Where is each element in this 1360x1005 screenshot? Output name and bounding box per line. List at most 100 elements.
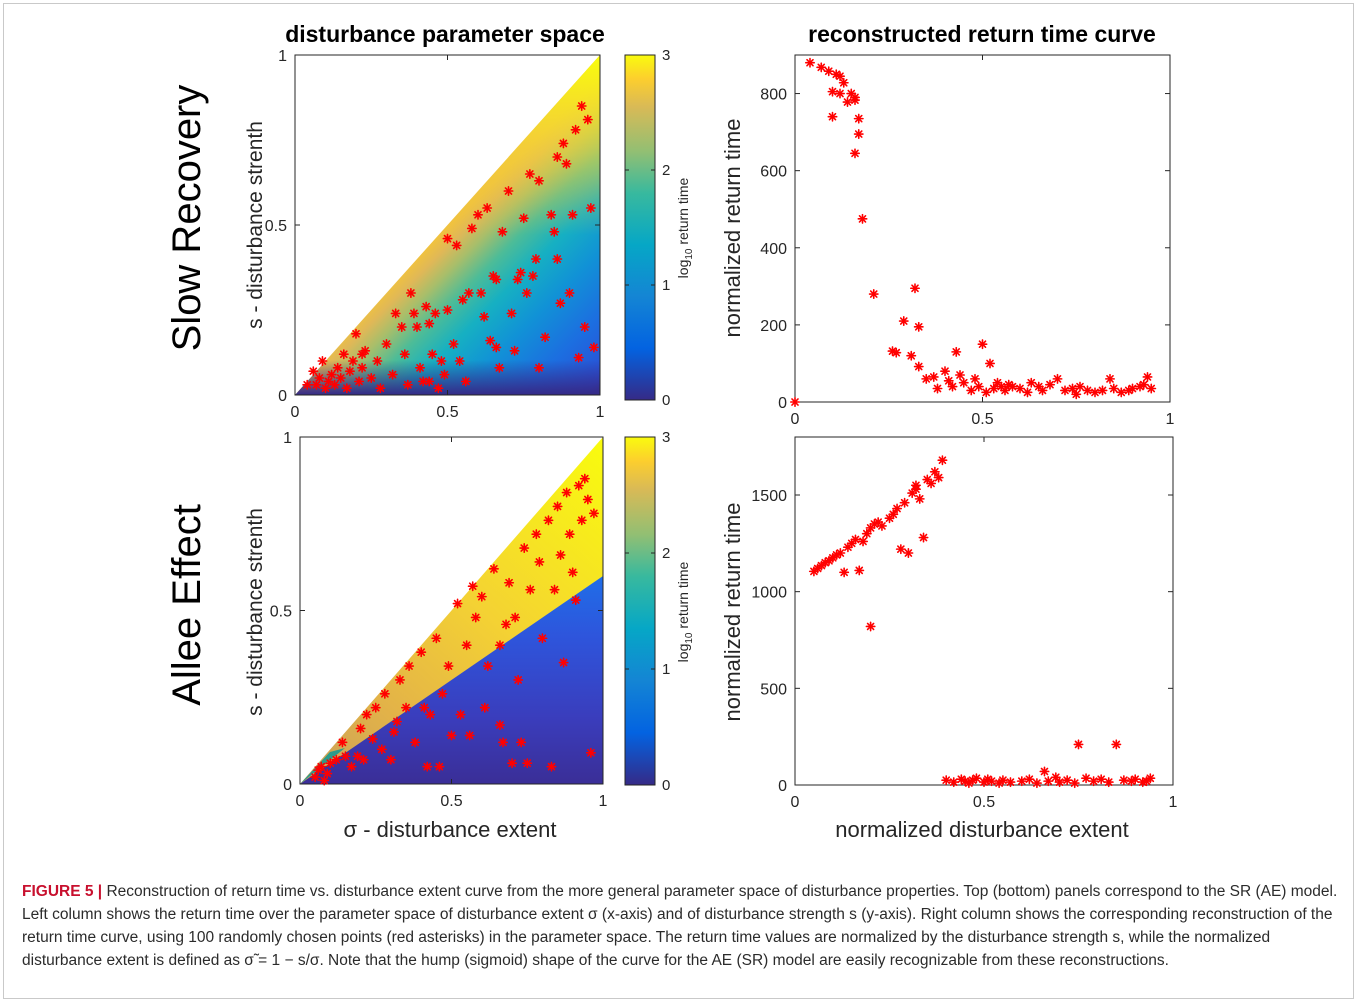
ae-param-point xyxy=(452,598,463,609)
ae-curve-point xyxy=(1069,778,1080,789)
ae-param-point xyxy=(455,709,466,720)
ae-curve-point xyxy=(1073,739,1084,750)
sr-param-point xyxy=(405,287,416,299)
ae-curve-panel: 0 0.5 1 0 500 1000 1500 normalized return time… xyxy=(720,436,1178,842)
sr-curve-point xyxy=(947,381,958,392)
sr-param-point xyxy=(491,342,502,353)
sr-curve-point xyxy=(827,86,838,97)
ae-curve-point xyxy=(899,497,910,508)
sr-curve-point xyxy=(954,370,966,381)
ae-curve-xtick-label: 0 xyxy=(791,794,800,811)
ae-param-point xyxy=(316,761,327,772)
sr-curve-ytick-label: 600 xyxy=(760,164,787,181)
ae-curve-point xyxy=(854,565,865,576)
ae-param-point xyxy=(558,657,569,668)
ae-param-point xyxy=(431,633,442,644)
ae-curve-point xyxy=(876,520,887,531)
ae-param-point xyxy=(464,730,475,741)
sr-curve-point xyxy=(909,283,921,294)
sr-param-point xyxy=(387,369,398,380)
sr-param-panel: 0 0.5 1 0 0.5 1 s - disturbance strenth xyxy=(244,48,605,421)
sr-param-point xyxy=(567,209,578,220)
ae-colorbar: 0 1 2 3 log10 return time xyxy=(624,429,695,794)
sr-curve-point xyxy=(973,381,984,392)
sr-param-xtick-label: 1 xyxy=(596,404,605,421)
ae-curve-point xyxy=(1043,776,1054,787)
sr-curve-point xyxy=(1082,385,1093,396)
sr-param-ylabel: s - disturbance strenth xyxy=(244,121,267,329)
sr-curve-point xyxy=(834,88,846,99)
sr-curve-point xyxy=(1037,385,1048,396)
sr-curve-point xyxy=(1052,373,1063,384)
sr-curve-point xyxy=(1075,381,1085,392)
ae-param-point xyxy=(476,591,487,602)
sr-param-point xyxy=(540,332,551,343)
sr-param-point xyxy=(555,298,566,309)
sr-param-point xyxy=(329,379,340,390)
sr-param-point xyxy=(430,308,441,319)
ae-param-xtick-label: 1 xyxy=(599,793,608,810)
sr-param-point xyxy=(506,308,517,319)
ae-param-point xyxy=(319,775,330,786)
ae-param-point xyxy=(434,761,445,772)
sr-curve-point xyxy=(1007,381,1018,392)
colorbar-tick-label: 1 xyxy=(662,277,670,294)
ae-curve-point xyxy=(1088,776,1099,787)
sr-curve-point xyxy=(816,62,827,73)
sr-param-point xyxy=(314,372,325,384)
sr-param-point xyxy=(518,213,529,224)
sr-param-point xyxy=(436,355,447,367)
ae-param-point xyxy=(385,754,396,765)
sr-param-ticks: 0 0.5 1 0 0.5 1 xyxy=(265,48,605,421)
colorbar-tick-label: 2 xyxy=(662,545,670,562)
sr-param-point xyxy=(317,355,328,367)
sr-curve-ytick-label: 200 xyxy=(760,318,787,335)
sr-curve-point xyxy=(1090,387,1100,398)
ae-param-ytick-label: 0.5 xyxy=(270,604,292,621)
sr-curve-point xyxy=(966,385,977,396)
ae-curve-point xyxy=(1005,777,1016,788)
sr-param-point xyxy=(311,379,322,390)
ae-curve-point xyxy=(1145,773,1156,784)
ae-curve-point xyxy=(933,472,944,483)
sr-param-point xyxy=(533,362,545,373)
sr-param-point xyxy=(503,186,514,196)
sr-curve-point xyxy=(1071,389,1082,400)
sr-curve-point xyxy=(834,71,846,82)
ae-param-point xyxy=(531,529,542,540)
ae-curve-point xyxy=(986,776,997,787)
row-title-slow-recovery: Slow Recovery xyxy=(165,85,209,352)
ae-curve-xtick-label: 1 xyxy=(1169,794,1178,811)
ae-param-point xyxy=(470,612,481,623)
sr-param-point xyxy=(476,287,487,299)
sr-curve-point xyxy=(1014,383,1025,394)
ae-param-panel: 0 0.5 1 0 0.5 1 s - disturbance strenth σ - d… xyxy=(244,430,608,842)
sr-param-point xyxy=(509,345,520,356)
sr-param-point xyxy=(448,338,459,350)
sr-param-point xyxy=(479,311,490,322)
ae-param-points xyxy=(310,473,599,786)
ae-curve-point xyxy=(914,493,925,504)
ae-param-point xyxy=(394,674,405,685)
sr-curve-point xyxy=(804,57,816,68)
ae-param-point xyxy=(416,647,427,658)
ae-param-point xyxy=(573,480,584,491)
sr-curve-point xyxy=(1142,371,1153,382)
sr-param-point xyxy=(427,349,438,360)
sr-param-ytick-label: 1 xyxy=(278,48,287,65)
ae-curve-point xyxy=(1054,777,1065,788)
figure-canvas: disturbance parameter space reconstructe… xyxy=(165,21,1178,842)
sr-param-point xyxy=(439,369,450,380)
sr-param-point xyxy=(521,287,532,299)
sr-param-point xyxy=(424,318,435,329)
ae-param-ylabel: s - disturbance strenth xyxy=(244,508,267,716)
ae-param-point xyxy=(516,737,527,748)
ae-curve-points xyxy=(808,455,1156,789)
ae-colorbar-ticks: 0 1 2 3 xyxy=(625,429,670,794)
ae-curve-ytick-label: 1500 xyxy=(751,488,787,505)
colorbar-tick-label: 3 xyxy=(662,429,670,446)
sr-param-point xyxy=(320,383,331,394)
ae-param-point xyxy=(310,772,321,783)
sr-param-point xyxy=(357,349,368,360)
caption-label: FIGURE 5 | xyxy=(22,883,103,900)
